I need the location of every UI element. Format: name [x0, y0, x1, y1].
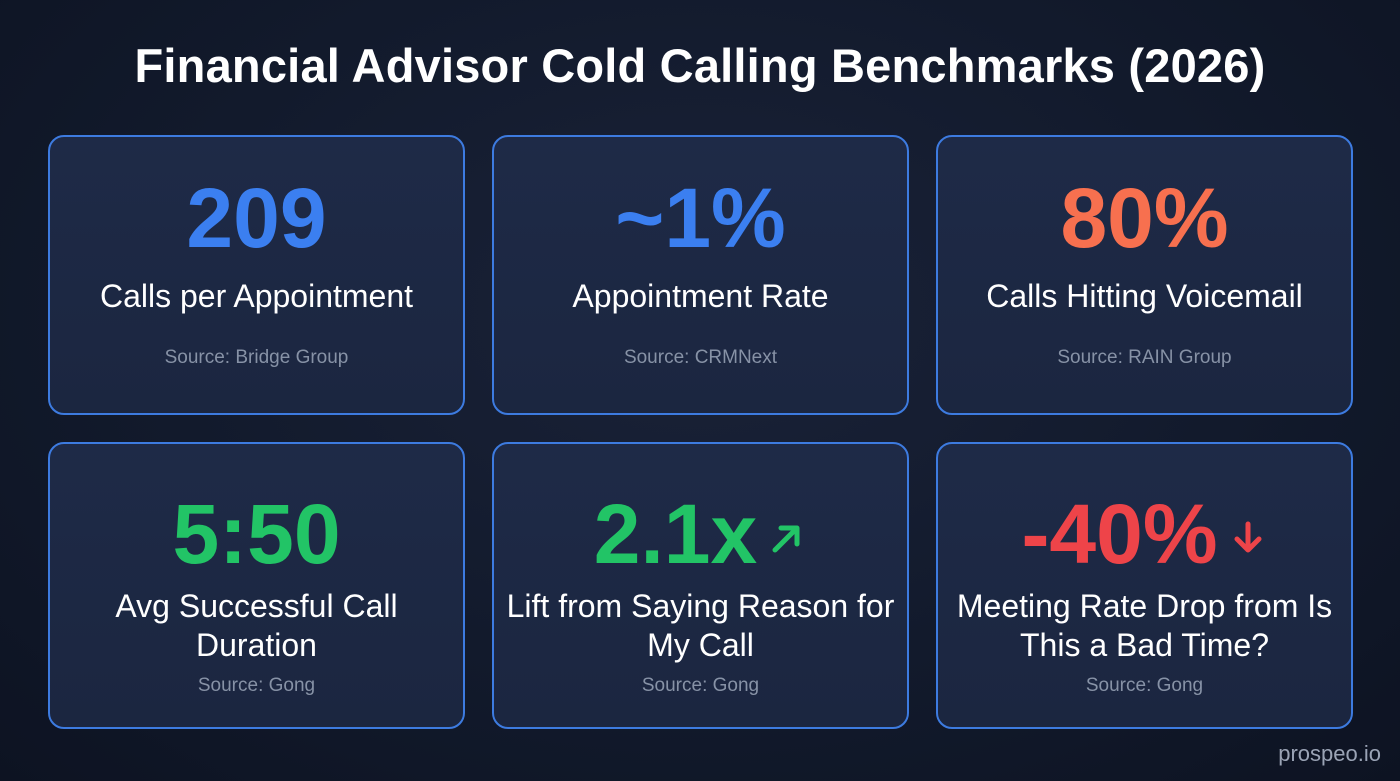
- stat-source: Source: Bridge Group: [164, 347, 349, 368]
- benchmark-grid: 209 Calls per Appointment Source: Bridge…: [48, 135, 1353, 729]
- stat-card-voicemail: 80% Calls Hitting Voicemail Source: RAIN…: [936, 135, 1353, 415]
- stat-label: Calls Hitting Voicemail: [986, 278, 1303, 314]
- stat-label: Lift from Saying Reason for My Call: [506, 588, 895, 663]
- stat-value: ~1%: [615, 171, 786, 265]
- stat-source: Source: Gong: [641, 675, 760, 696]
- arrow-up-right-icon: [772, 525, 800, 553]
- page-title: Financial Advisor Cold Calling Benchmark…: [134, 39, 1266, 92]
- stat-card-reason-lift: 2.1x Lift from Saying Reason for My Call…: [492, 442, 909, 729]
- stat-source: Source: RAIN Group: [1057, 347, 1232, 368]
- stat-source: Source: Gong: [1085, 675, 1204, 696]
- stat-value: 2.1x: [593, 487, 758, 581]
- stat-card-bad-time-drop: -40% Meeting Rate Drop from Is This a Ba…: [936, 442, 1353, 729]
- arrow-down-icon: [1234, 521, 1262, 553]
- stat-label: Calls per Appointment: [99, 278, 414, 314]
- watermark: prospeo.io: [1278, 741, 1381, 766]
- stat-label: Meeting Rate Drop from Is This a Bad Tim…: [956, 588, 1333, 663]
- stat-value: 209: [186, 171, 327, 265]
- stat-card-calls-per-appointment: 209 Calls per Appointment Source: Bridge…: [48, 135, 465, 415]
- stat-card-appointment-rate: ~1% Appointment Rate Source: CRMNext: [492, 135, 909, 415]
- stat-source: Source: CRMNext: [623, 347, 778, 368]
- stat-label: Avg Successful Call Duration: [115, 588, 398, 663]
- stat-card-call-duration: 5:50 Avg Successful Call Duration Source…: [48, 442, 465, 729]
- stat-value: 80%: [1060, 171, 1229, 265]
- stat-label: Appointment Rate: [572, 278, 829, 314]
- stat-value: -40%: [1021, 487, 1218, 581]
- stat-value: 5:50: [172, 487, 341, 581]
- stat-source: Source: Gong: [197, 675, 316, 696]
